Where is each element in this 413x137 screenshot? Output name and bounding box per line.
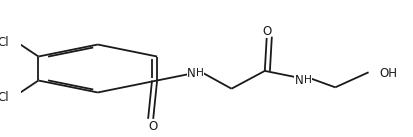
Text: H: H — [304, 75, 312, 85]
Text: O: O — [149, 120, 158, 133]
Text: N: N — [187, 67, 196, 80]
Text: H: H — [196, 68, 204, 78]
Text: Cl: Cl — [0, 91, 9, 104]
Text: N: N — [294, 74, 303, 87]
Text: OH: OH — [380, 67, 398, 80]
Text: O: O — [262, 25, 271, 38]
Text: Cl: Cl — [0, 36, 9, 49]
